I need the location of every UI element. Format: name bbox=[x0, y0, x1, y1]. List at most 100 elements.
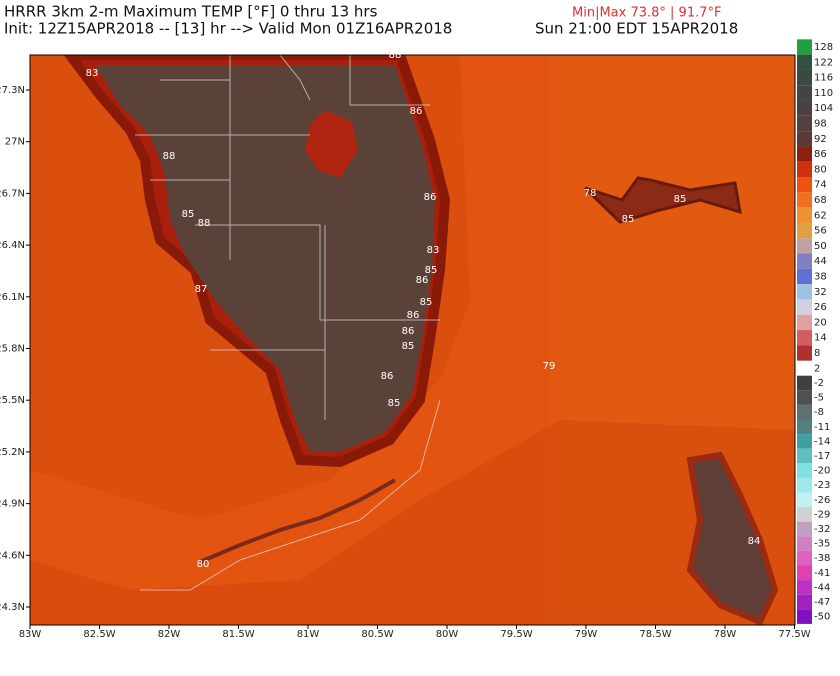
station-label: 85 bbox=[425, 265, 438, 276]
colorbar-swatch bbox=[797, 161, 812, 178]
colorbar-label: -32 bbox=[814, 524, 830, 535]
colorbar-swatch bbox=[797, 207, 812, 223]
init-line: Init: 12Z15APR2018 -- [13] hr --> Valid … bbox=[4, 20, 452, 38]
lon-label: 78W bbox=[714, 629, 737, 640]
station-label: 86 bbox=[416, 275, 429, 286]
station-label: 86 bbox=[410, 106, 423, 117]
colorbar-swatch bbox=[797, 131, 812, 147]
colorbar-label: -47 bbox=[814, 597, 830, 608]
lon-label: 83W bbox=[19, 629, 42, 640]
colorbar-swatch bbox=[797, 115, 812, 132]
station-label: 86 bbox=[381, 371, 394, 382]
grand-bahama bbox=[583, 176, 742, 224]
map-frame bbox=[29, 54, 796, 626]
lat-label: 24.6N bbox=[0, 550, 25, 561]
colorbar-label: 116 bbox=[814, 73, 833, 84]
colorbar-label: -50 bbox=[814, 612, 830, 623]
colorbar-swatch bbox=[797, 434, 812, 449]
station-label: 79 bbox=[543, 361, 556, 372]
station-label: 84 bbox=[748, 536, 761, 547]
title: HRRR 3km 2-m Maximum TEMP [°F] 0 thru 13… bbox=[4, 3, 378, 21]
colorbar-label: 26 bbox=[814, 302, 827, 313]
colorbar-swatch bbox=[797, 284, 812, 300]
keys-boundary bbox=[140, 399, 441, 591]
florida-keys bbox=[199, 478, 396, 564]
colorbar-label: 50 bbox=[814, 241, 827, 252]
station-label: 85 bbox=[388, 398, 401, 409]
station-label: 88 bbox=[389, 50, 402, 61]
colorbar-swatch bbox=[797, 565, 812, 581]
lat-label: 26.7N bbox=[0, 188, 25, 199]
lon-axis: 83W 82.5W 82W 81.5W 81W 80.5W 80W 79.5W 79W 78.5W… bbox=[19, 625, 811, 640]
colorbar-label: 38 bbox=[814, 272, 827, 283]
lat-label: 25.2N bbox=[0, 447, 25, 458]
colorbar-swatch bbox=[797, 146, 812, 162]
station-label: 86 bbox=[424, 192, 437, 203]
colorbar-swatch bbox=[797, 54, 812, 70]
colorbar-swatch bbox=[797, 192, 812, 208]
lon-label: 82.5W bbox=[83, 629, 115, 640]
lon-label: 79W bbox=[575, 629, 598, 640]
colorbar-swatch bbox=[797, 390, 812, 405]
colorbar-label: 110 bbox=[814, 88, 833, 99]
colorbar-swatch bbox=[797, 100, 812, 116]
lon-label: 77.5W bbox=[778, 629, 810, 640]
station-label: 86 bbox=[407, 310, 420, 321]
colorbar-swatch bbox=[797, 177, 812, 193]
colorbar-label: 2 bbox=[814, 363, 820, 374]
lon-label: 81.5W bbox=[222, 629, 254, 640]
colorbar-label: 122 bbox=[814, 57, 833, 68]
station-label: 80 bbox=[197, 559, 210, 570]
colorbar-label: -35 bbox=[814, 539, 830, 550]
colorbar-swatch bbox=[797, 507, 812, 522]
colorbar-swatch bbox=[797, 550, 812, 566]
station-label: 85 bbox=[182, 209, 195, 220]
colorbar-swatch bbox=[797, 521, 812, 537]
lat-label: 27.3N bbox=[0, 85, 25, 96]
lat-label: 26.1N bbox=[0, 292, 25, 303]
colorbar-label: 104 bbox=[814, 103, 833, 114]
station-label: 85 bbox=[622, 214, 635, 225]
lat-label: 24.3N bbox=[0, 602, 25, 613]
colorbar-swatch bbox=[797, 404, 812, 420]
lat-label: 25.8N bbox=[0, 344, 25, 355]
lake-okeechobee bbox=[305, 110, 358, 178]
colorbar-swatch bbox=[797, 375, 812, 391]
station-label: 78 bbox=[584, 188, 597, 199]
colorbar-label: 20 bbox=[814, 317, 827, 328]
colorbar-label: -23 bbox=[814, 480, 830, 491]
colorbar-label: -29 bbox=[814, 509, 830, 520]
colorbar-swatch bbox=[797, 85, 812, 101]
colorbar-label: 8 bbox=[814, 348, 820, 359]
colorbar-swatch bbox=[797, 345, 812, 361]
colorbar-label: 14 bbox=[814, 333, 827, 344]
lat-label: 26.4N bbox=[0, 240, 25, 251]
lat-label: 27N bbox=[5, 137, 25, 148]
min-max: Min|Max 73.8° | 91.7°F bbox=[572, 6, 721, 21]
colorbar-label: -20 bbox=[814, 466, 830, 477]
colorbar-swatch bbox=[797, 580, 812, 595]
lon-label: 80.5W bbox=[361, 629, 393, 640]
lon-label: 78.5W bbox=[639, 629, 671, 640]
station-label: 85 bbox=[674, 194, 687, 205]
lat-axis: 27.3N 27N 26.7N 26.4N 26.1N 25.8N 25.5N 25.2N 24… bbox=[0, 85, 30, 613]
colorbar-label: 74 bbox=[814, 180, 827, 191]
colorbar-label: 98 bbox=[814, 119, 827, 130]
colorbar-label: 128 bbox=[814, 42, 833, 53]
colorbar-label: 32 bbox=[814, 287, 827, 298]
colorbar-swatch bbox=[797, 463, 812, 478]
station-label: 83 bbox=[86, 68, 99, 79]
colorbar-label: -11 bbox=[814, 422, 830, 433]
colorbar-label: 44 bbox=[814, 256, 827, 267]
lon-label: 81W bbox=[297, 629, 320, 640]
colorbar-swatch bbox=[797, 594, 812, 610]
colorbar-swatch bbox=[797, 39, 812, 55]
colorbar-label: -2 bbox=[814, 378, 824, 389]
colorbar-swatch bbox=[797, 299, 812, 315]
colorbar-label: -8 bbox=[814, 407, 824, 418]
station-label: 83 bbox=[427, 245, 440, 256]
colorbar-swatch bbox=[797, 238, 812, 254]
south-shade bbox=[30, 420, 795, 625]
colorbar-label: -14 bbox=[814, 436, 830, 447]
